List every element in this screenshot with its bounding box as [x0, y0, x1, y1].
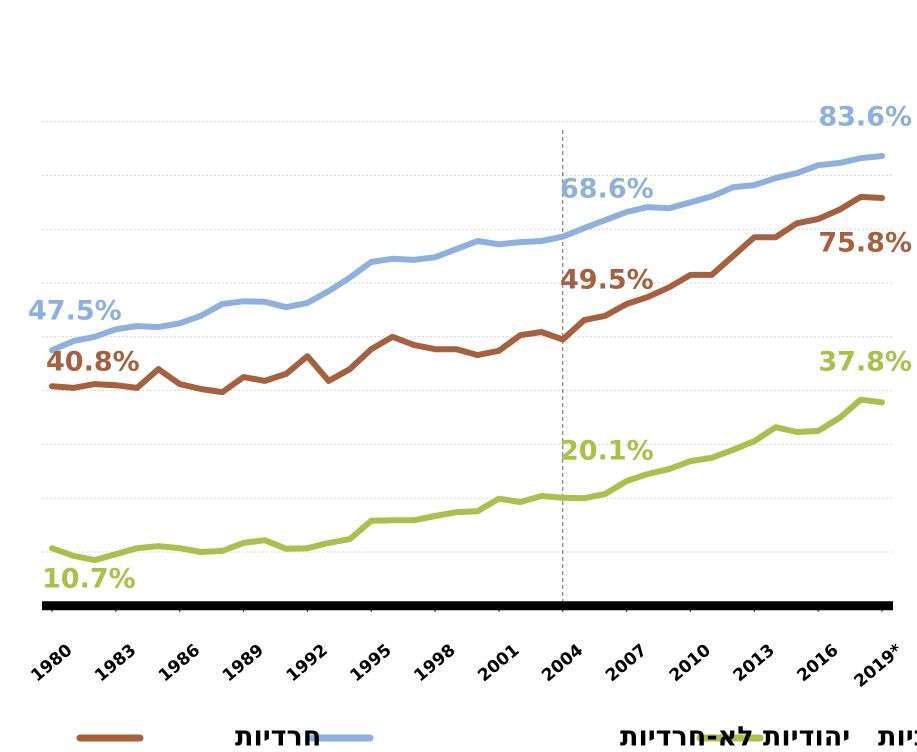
x-tick-label: 2001	[474, 640, 523, 686]
x-tick-label: 1989	[219, 640, 268, 686]
x-tick-label: 2007	[602, 640, 651, 686]
data-label: 40.8%	[46, 347, 140, 378]
data-label: 49.5%	[560, 265, 654, 296]
data-label: 37.8%	[818, 347, 912, 378]
data-label: 83.6%	[818, 102, 912, 133]
series-line	[49, 153, 885, 354]
data-label: 47.5%	[28, 296, 122, 327]
legend-label: ערביות	[878, 722, 917, 752]
x-tick-label: 1986	[155, 640, 204, 686]
series-line	[49, 396, 885, 564]
x-tick-label: 1998	[410, 640, 459, 686]
x-tick-label: 2010	[666, 640, 715, 686]
x-tick-label: 2004	[538, 640, 587, 686]
x-tick-label: 2013	[730, 640, 779, 686]
x-tick-label: 2016	[793, 640, 842, 686]
legend-label: יהודיות לא-חרדיות	[620, 722, 850, 752]
series-line	[49, 193, 885, 396]
data-label: 20.1%	[560, 436, 654, 467]
legend-label: חרדיות	[235, 722, 321, 752]
x-tick-label: 1992	[283, 640, 332, 686]
data-label: 75.8%	[818, 228, 912, 259]
data-label: 68.6%	[560, 174, 654, 205]
x-tick-label: 1980	[27, 640, 76, 686]
data-label: 10.7%	[42, 564, 136, 595]
x-tick-label: 1983	[91, 640, 140, 686]
x-tick-label: 2019*	[851, 640, 907, 692]
x-tick-label: 1995	[347, 640, 396, 686]
